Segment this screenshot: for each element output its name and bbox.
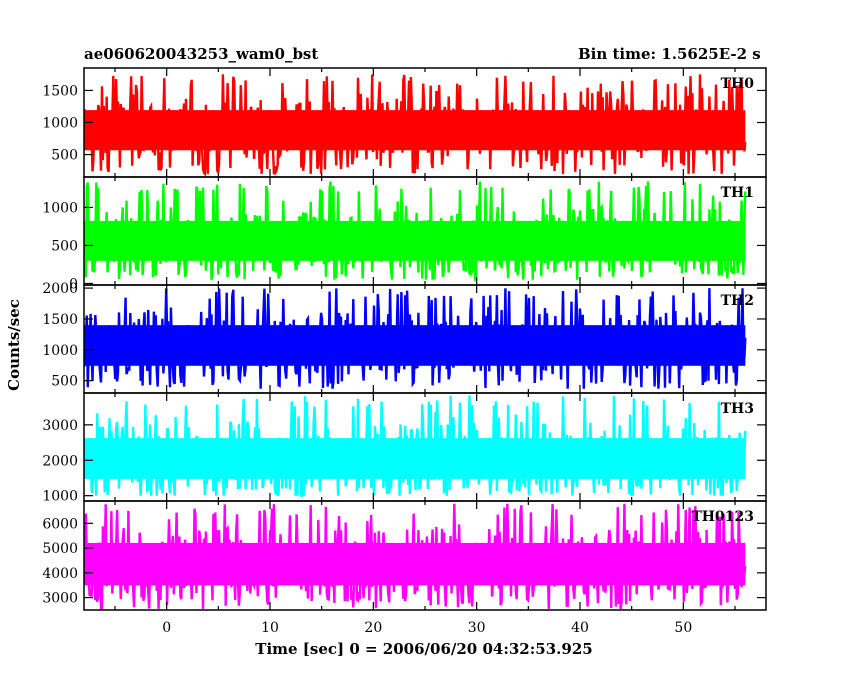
y-tick-label: 2000 [42,281,78,297]
panel-th0: 500 1000 1500 TH0 [42,67,767,178]
y-tick-label: 1000 [42,200,78,216]
x-tick-label: 30 [468,620,486,636]
panel-th2: 500 1000 1500 2000 TH2 [42,281,767,394]
x-axis-label: Time [sec] 0 = 2006/06/20 04:32:53.925 [255,640,592,658]
y-axis-label: Counts/sec [5,299,23,391]
y-tick-label: 4000 [42,566,78,582]
x-tick-label: 50 [674,620,692,636]
series-band-th0123 [84,542,746,586]
series-band-th1 [84,220,746,261]
y-tick-label: 1500 [42,312,78,328]
bin-time-label: Bin time: 1.5625E-2 s [578,45,761,63]
x-tick-label: 0 [162,620,171,636]
series-band-th0 [84,110,746,151]
y-tick-label: 500 [51,148,78,164]
chart-title: ae060620043253_wam0_bst [84,45,319,63]
panel-th3: 1000 2000 3000 TH3 [42,392,767,505]
y-tick-label: 0 [69,276,78,292]
y-tick-label: 1000 [42,116,78,132]
y-tick-label: 2000 [42,453,78,469]
panel-label: TH1 [721,185,754,201]
series-band-th2 [84,325,746,366]
y-tick-label: 3000 [42,591,78,607]
panel-th0123: 3000 4000 5000 6000 TH0123 [42,500,767,611]
panel-label: TH2 [721,293,754,309]
y-tick-label: 3000 [42,418,78,434]
panel-label: TH0 [721,76,755,92]
panel-label: TH0123 [691,509,754,525]
x-tick-label: 10 [261,620,279,636]
y-tick-label: 6000 [42,516,78,532]
y-tick-label: 1500 [42,83,78,99]
x-tick-label: 40 [571,620,589,636]
panel-th1: 0 500 1000 TH1 [42,176,767,292]
series-band-th3 [84,438,746,479]
y-tick-label: 500 [51,374,78,390]
y-tick-label: 1000 [42,489,78,505]
y-tick-label: 5000 [42,541,78,557]
x-tick-label: 20 [364,620,382,636]
y-tick-label: 500 [51,238,78,254]
panel-label: TH3 [721,401,754,417]
y-tick-label: 1000 [42,343,78,359]
